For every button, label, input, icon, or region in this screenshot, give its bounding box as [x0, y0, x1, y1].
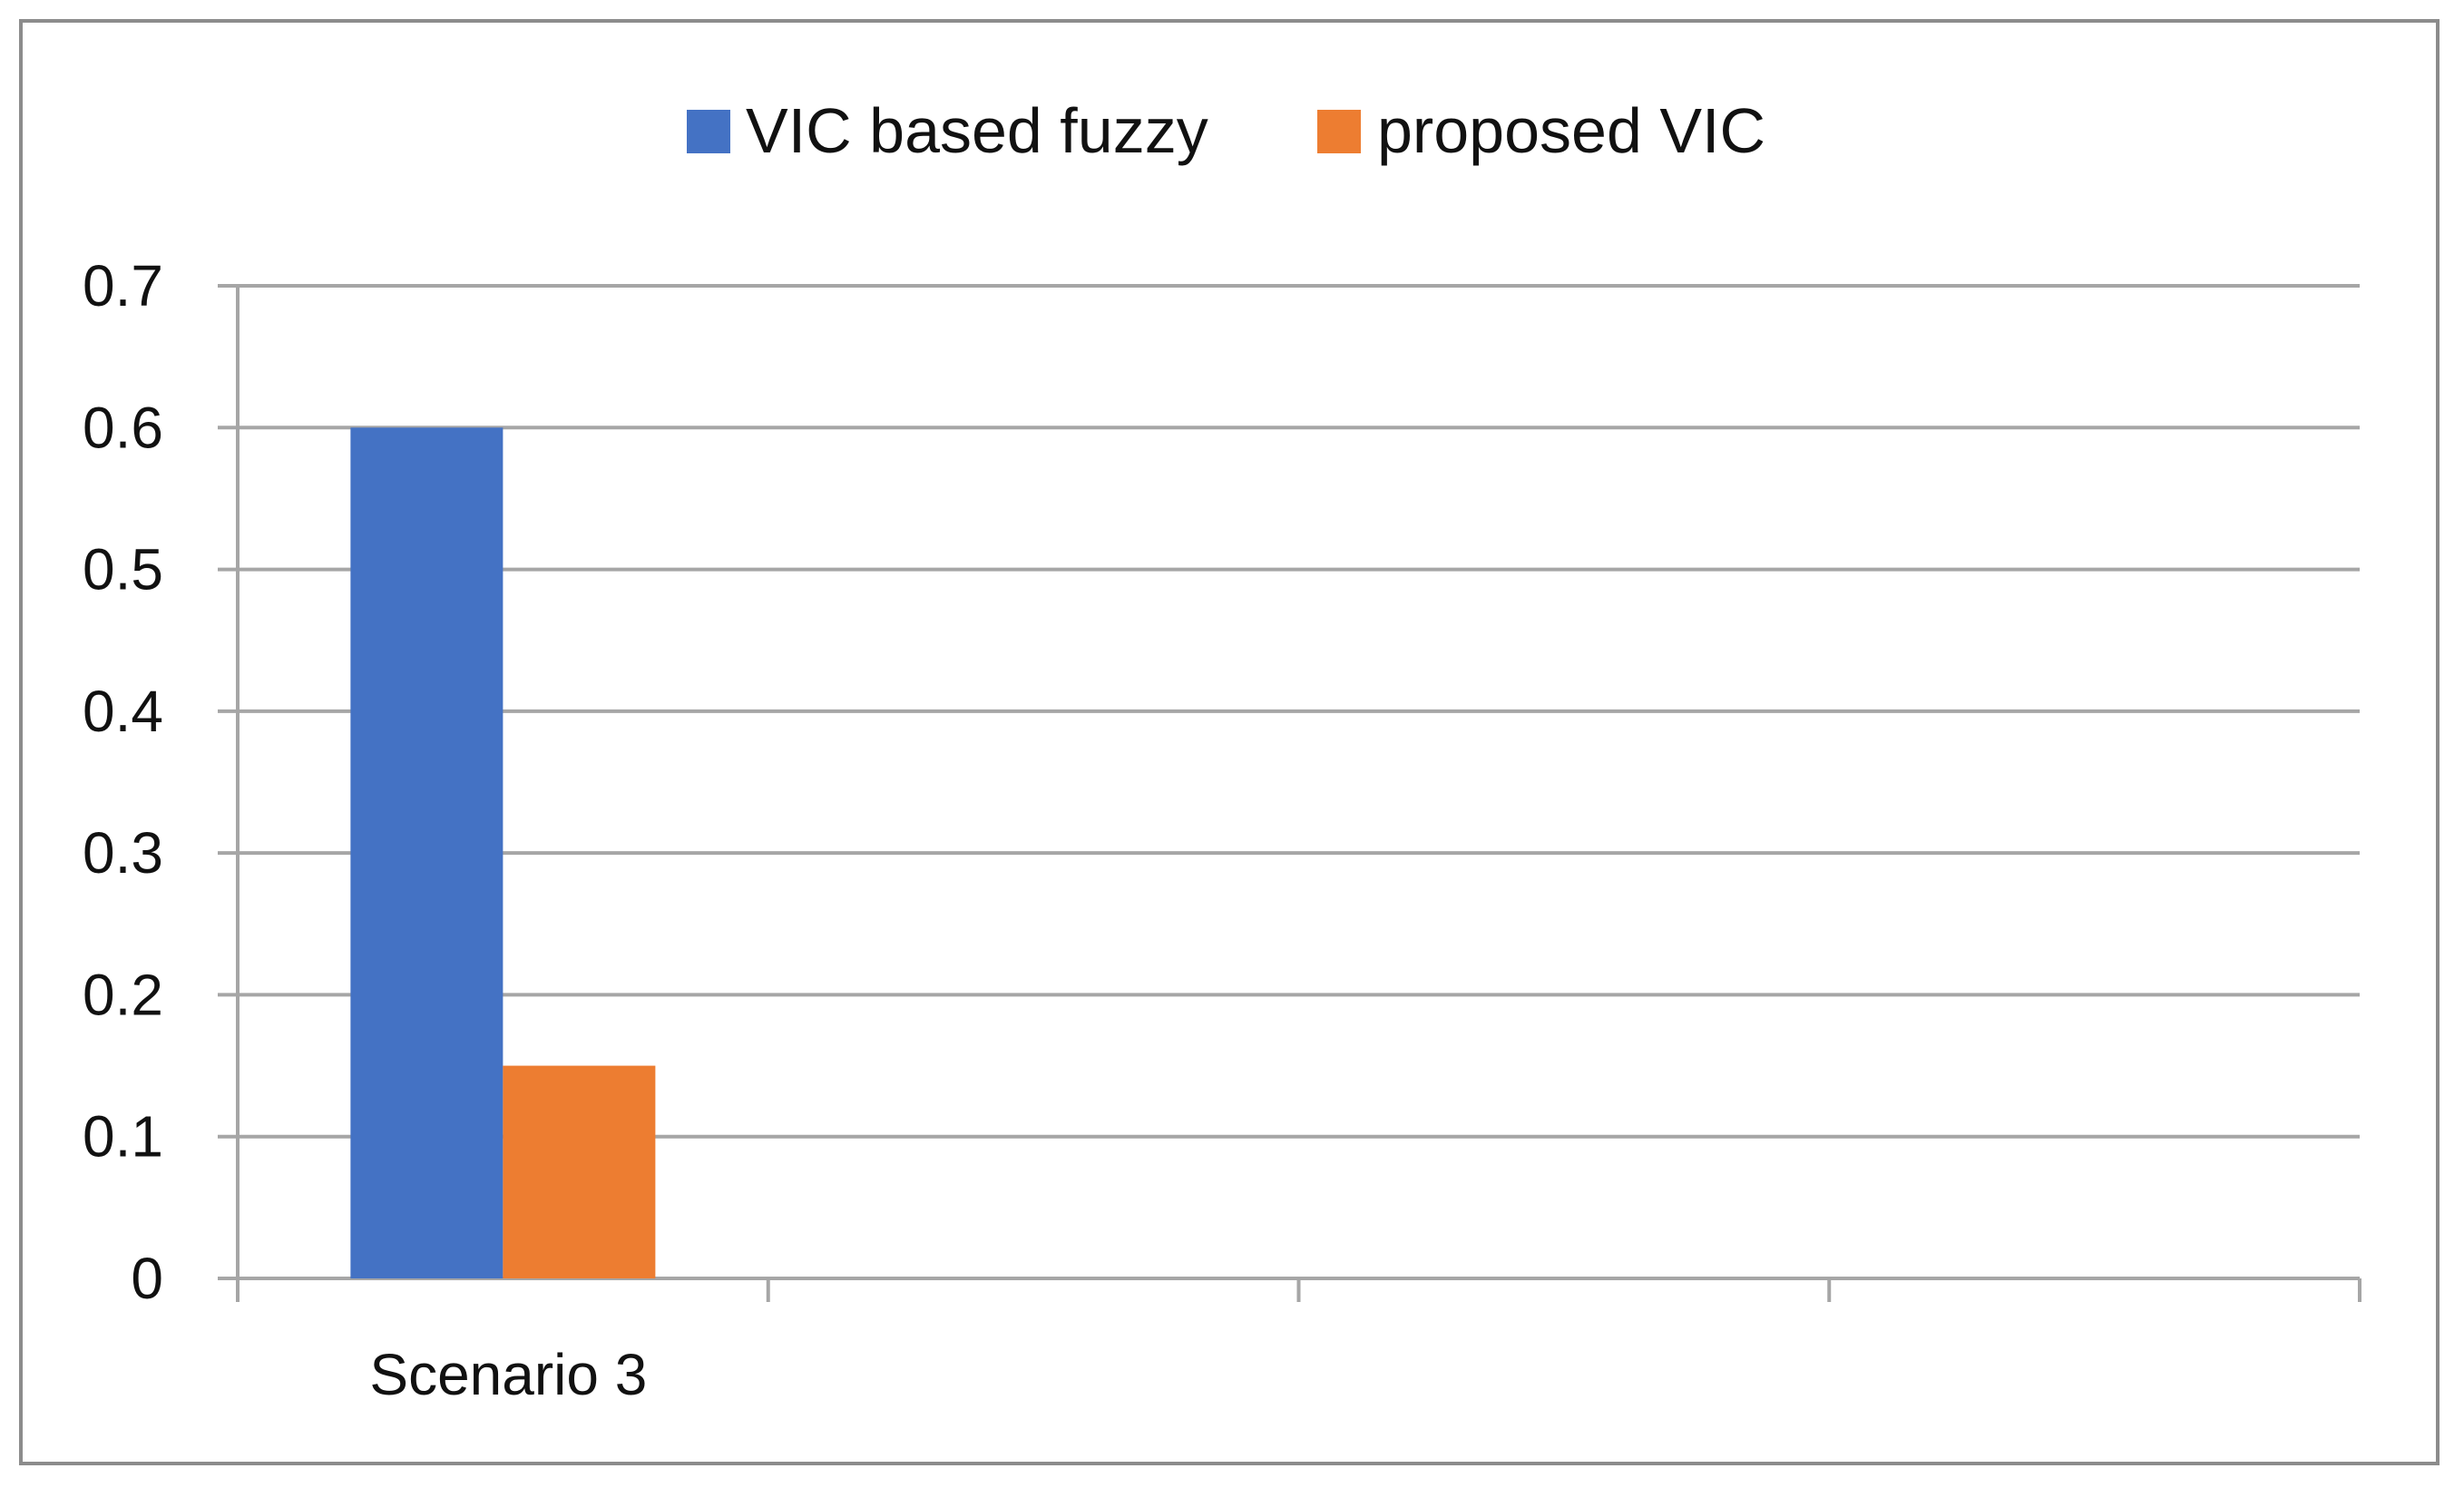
y-tick-label: 0: [131, 1246, 163, 1311]
y-tick-label: 0.4: [83, 679, 163, 744]
bar-vic-based-fuzzy: [350, 427, 504, 1278]
y-tick-label: 0.2: [83, 962, 163, 1027]
legend-label: proposed VIC: [1377, 95, 1765, 166]
y-axis: 0 0.1 0.2 0.3 0.4 0.5 0.6 0.7: [83, 253, 240, 1311]
legend-swatch: [687, 110, 730, 153]
x-axis: Scenario 3: [236, 1278, 2361, 1407]
y-tick-label: 0.5: [83, 537, 163, 602]
x-category-label: Scenario 3: [369, 1342, 647, 1407]
legend: VIC based fuzzy proposed VIC: [687, 95, 1765, 166]
y-tick-label: 0.6: [83, 395, 163, 460]
y-tick-label: 0.1: [83, 1104, 163, 1170]
bar-proposed-vic: [503, 1065, 656, 1278]
y-tick-label: 0.3: [83, 820, 163, 886]
bars: [350, 427, 656, 1278]
y-tick-label: 0.7: [83, 253, 163, 318]
legend-swatch: [1317, 110, 1361, 153]
legend-label: VIC based fuzzy: [746, 95, 1208, 166]
